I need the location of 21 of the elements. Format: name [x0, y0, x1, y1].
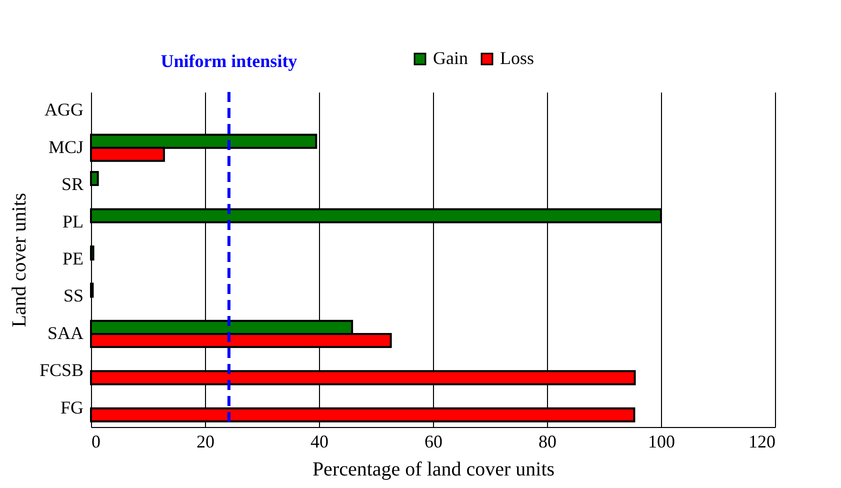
y-tick-label: FG — [60, 397, 84, 418]
y-tick-label: MCJ — [48, 136, 84, 157]
x-tick-label: 80 — [538, 432, 556, 452]
y-axis-title: Land cover units — [8, 192, 30, 328]
y-tick-label: SS — [63, 286, 84, 306]
y-tick-label: PL — [62, 211, 84, 232]
y-tick-label: PE — [62, 248, 84, 268]
legend-label: Gain — [433, 48, 468, 68]
y-tick-label: SAA — [47, 322, 84, 343]
x-tick-label: 20 — [196, 432, 214, 452]
y-tick-label: FCSB — [39, 360, 84, 380]
legend-label: Loss — [500, 48, 534, 68]
y-tick-label: SR — [61, 174, 84, 194]
x-axis-title: Percentage of land cover units — [312, 458, 555, 480]
x-tick-label: 120 — [748, 432, 776, 452]
x-tick-label: 40 — [310, 432, 328, 452]
ref-line-label: Uniform intensity — [160, 51, 298, 71]
x-tick-label: 60 — [424, 432, 442, 452]
x-tick-label: 100 — [648, 432, 675, 452]
y-tick-label: AGG — [44, 100, 84, 120]
x-tick-label: 0 — [92, 432, 100, 452]
